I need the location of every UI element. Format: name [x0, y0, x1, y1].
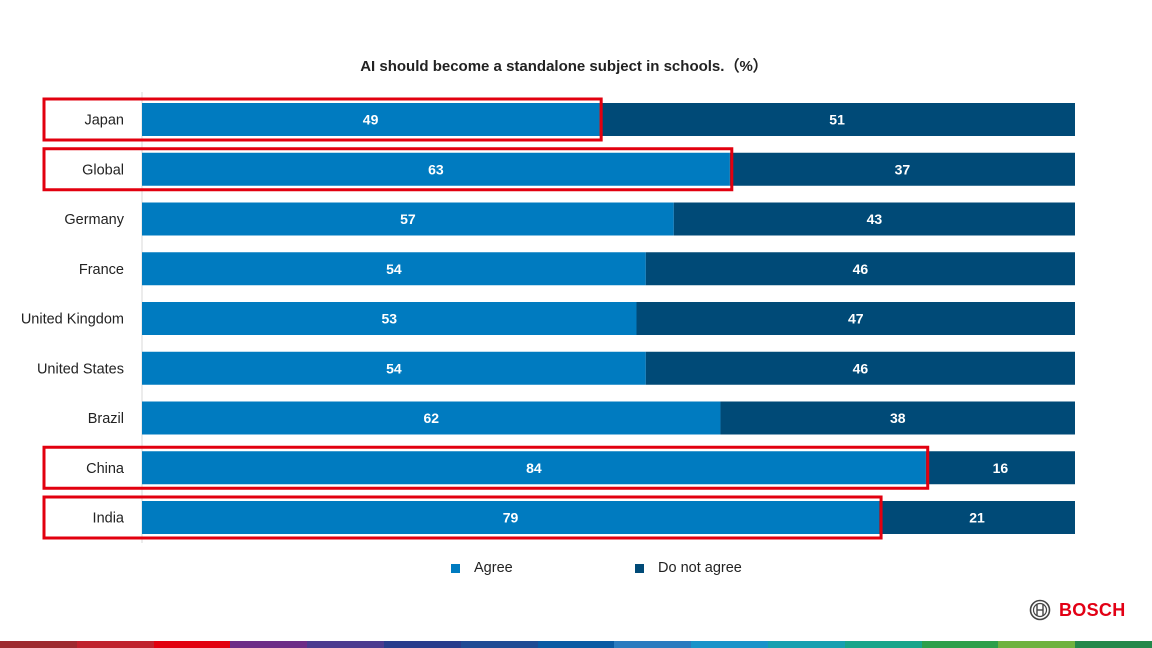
category-label: Japan [84, 113, 124, 129]
data-label-do-not-agree: 16 [993, 460, 1009, 476]
category-label: India [93, 511, 125, 527]
legend-label-do-not-agree: Do not agree [658, 560, 742, 576]
category-label: United States [37, 361, 124, 377]
bar-do-not-agree [879, 501, 1075, 534]
data-label-do-not-agree: 47 [848, 311, 864, 327]
footer-color-segment [307, 641, 384, 648]
category-label: United Kingdom [21, 312, 124, 328]
data-label-agree: 79 [503, 510, 519, 526]
bosch-logo: BOSCH [1029, 599, 1126, 621]
bar-do-not-agree [645, 252, 1075, 286]
bar-agree [142, 103, 600, 136]
footer-color-segment [767, 641, 845, 648]
bar-agree [142, 351, 646, 385]
bosch-wordmark: BOSCH [1059, 599, 1126, 620]
data-label-agree: 53 [381, 311, 397, 327]
legend-item-do-not-agree: Do not agree [635, 560, 742, 576]
legend-label-agree: Agree [474, 560, 513, 576]
data-label-do-not-agree: 51 [829, 112, 845, 128]
data-label-agree: 84 [526, 460, 542, 476]
bar-agree [142, 401, 721, 435]
category-label: Brazil [88, 411, 124, 427]
footer-color-segment [844, 641, 922, 648]
footer-color-segment [921, 641, 999, 648]
footer-color-segment [460, 641, 538, 648]
footer-color-segment [0, 641, 77, 648]
data-label-do-not-agree: 46 [853, 261, 869, 277]
footer-color-segment [1075, 641, 1152, 648]
footer-color-segment [153, 641, 231, 648]
data-label-do-not-agree: 37 [895, 161, 911, 177]
bar-agree [142, 152, 730, 186]
chart-title: AI should become a standalone subject in… [360, 58, 768, 75]
highlight-box [42, 445, 930, 490]
bar-do-not-agree [599, 103, 1075, 136]
bar-agree [142, 202, 674, 236]
bosch-armature-icon [1029, 599, 1051, 621]
footer-color-segment [383, 641, 461, 648]
data-label-do-not-agree: 21 [969, 510, 985, 526]
highlight-box [42, 495, 883, 540]
bar-do-not-agree [925, 451, 1075, 485]
bar-do-not-agree [645, 351, 1075, 385]
category-label: China [86, 461, 125, 477]
footer-color-strip [0, 641, 1152, 648]
footer-color-segment [230, 641, 308, 648]
legend-swatch-agree [451, 563, 460, 573]
bar-do-not-agree [729, 152, 1075, 186]
data-label-agree: 62 [423, 410, 439, 426]
bar-agree [142, 302, 637, 335]
category-label: Global [82, 162, 124, 178]
footer-color-segment [76, 641, 154, 648]
data-label-agree: 54 [386, 360, 402, 376]
legend-item-agree: Agree [451, 560, 513, 576]
bar-agree [142, 501, 880, 534]
data-label-agree: 57 [400, 211, 416, 227]
footer-color-segment [614, 641, 692, 648]
data-label-do-not-agree: 46 [853, 360, 869, 376]
bar-agree [142, 252, 646, 286]
bar-do-not-agree [720, 401, 1075, 435]
highlight-box [42, 147, 734, 192]
category-label: France [79, 262, 124, 278]
data-label-do-not-agree: 43 [867, 211, 883, 227]
bar-agree [142, 451, 926, 485]
bar-do-not-agree [673, 202, 1075, 236]
footer-color-segment [691, 641, 768, 648]
bar-do-not-agree [636, 302, 1075, 335]
category-label: Germany [64, 212, 124, 228]
data-label-agree: 54 [386, 261, 402, 277]
data-label-agree: 49 [363, 112, 379, 128]
footer-color-segment [998, 641, 1076, 648]
highlight-box [42, 97, 603, 142]
data-label-do-not-agree: 38 [890, 410, 906, 426]
data-label-agree: 63 [428, 161, 444, 177]
footer-color-segment [537, 641, 615, 648]
legend-swatch-do-not-agree [635, 563, 644, 573]
